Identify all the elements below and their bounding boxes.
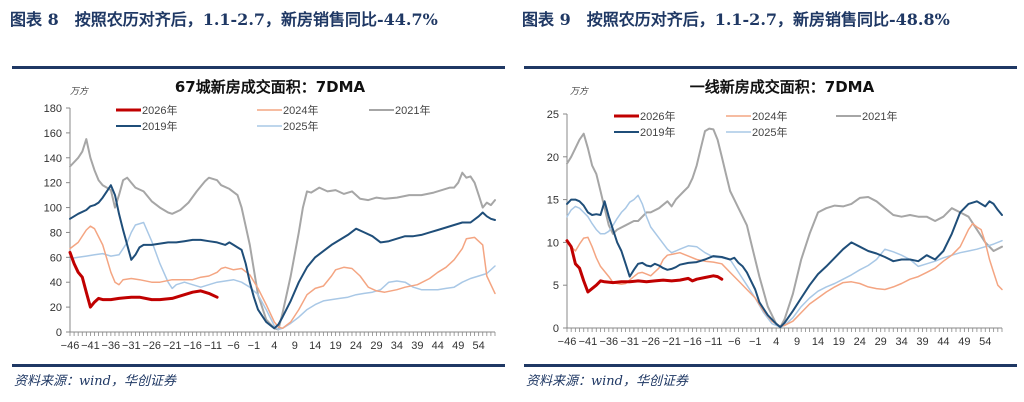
title-divider [12, 66, 505, 69]
line-chart-67-cities: 67城新房成交面积：7DMA 万方 0 20 40 60 80 100 120 140 160 1… [44, 78, 496, 350]
y-tick-label: 10 [547, 237, 559, 249]
x-tick-label: −41 [81, 340, 100, 350]
chart-title: 67城新房成交面积：7DMA [175, 78, 366, 96]
x-tick-label: −11 [704, 336, 722, 348]
source-note: 资料来源：wind，华创证券 [526, 374, 688, 389]
series-line-2019 [566, 198, 1003, 329]
source-note: 资料来源：wind，华创证券 [14, 374, 176, 389]
y-axis-unit: 万方 [570, 86, 589, 97]
x-tick-label: −41 [579, 336, 598, 348]
x-tick-label: 39 [916, 336, 928, 348]
x-tick-label: 44 [937, 336, 949, 348]
chart-title: 一线新房成交面积：7DMA [690, 78, 875, 96]
x-tick-label: −1 [749, 336, 762, 348]
y-tick-label: 0 [553, 323, 559, 335]
y-tick-label: 0 [56, 327, 62, 339]
series-line-2024 [566, 222, 1003, 328]
x-tick-label: −6 [227, 340, 240, 350]
figure-panel-8: 图表 8 按照农历对齐后，1.1-2.7，新房销售同比-44.7% 67城新房成… [10, 0, 510, 402]
x-tick-label: 4 [773, 336, 779, 348]
x-tick-label: 34 [391, 340, 403, 350]
x-tick-label: −16 [183, 340, 202, 350]
x-tick-label: 34 [895, 336, 907, 348]
y-tick-label: 20 [547, 152, 559, 164]
y-axis-unit: 万方 [70, 86, 89, 97]
figure-title: 图表 9 按照农历对齐后，1.1-2.7，新房销售同比-48.8% [522, 10, 950, 29]
x-tick-label: 19 [330, 340, 342, 350]
y-tick-label: 140 [44, 153, 62, 165]
y-tick-label: 25 [547, 109, 559, 121]
x-tick-label: 49 [452, 340, 464, 350]
y-tick-label: 120 [44, 178, 62, 190]
legend-label-2026: 2026年 [142, 103, 177, 117]
legend-label-2025: 2025年 [283, 119, 318, 133]
x-tick-label: −26 [142, 340, 161, 350]
x-tick-label: −46 [558, 336, 577, 348]
y-tick-label: 60 [50, 252, 62, 264]
y-tick-label: 20 [50, 302, 62, 314]
legend-label-2024: 2024年 [752, 109, 787, 123]
x-tick-label: 29 [875, 336, 887, 348]
series-line-2024 [69, 225, 496, 330]
x-tick-label: −16 [683, 336, 702, 348]
x-tick-label: −6 [728, 336, 741, 348]
legend-label-2021: 2021年 [862, 109, 897, 123]
y-tick-label: 40 [50, 277, 62, 289]
x-tick-label: 29 [370, 340, 382, 350]
legend-label-2026: 2026年 [640, 109, 675, 123]
series-line-2021 [69, 138, 496, 331]
x-tick-label: 49 [958, 336, 970, 348]
x-tick-label: −46 [61, 340, 80, 350]
x-tick-label: 4 [271, 340, 277, 350]
x-tick-label: 14 [812, 336, 824, 348]
x-tick-label: 24 [854, 336, 866, 348]
source-divider [12, 364, 505, 367]
x-tick-label: −1 [248, 340, 261, 350]
x-tick-label: −31 [122, 340, 141, 350]
x-tick-label: −21 [163, 340, 182, 350]
x-tick-label: −11 [204, 340, 222, 350]
series-group [68, 138, 496, 331]
x-tick-label: 19 [833, 336, 845, 348]
x-tick-label: −21 [662, 336, 681, 348]
series-group [565, 127, 1003, 329]
y-tick-label: 100 [44, 203, 62, 215]
x-tick-label: 44 [432, 340, 444, 350]
x-tick-label: 24 [350, 340, 362, 350]
legend: 2026年 2024年 2021年 2019年 2025年 [116, 103, 430, 133]
figure-panel-9: 图表 9 按照农历对齐后，1.1-2.7，新房销售同比-48.8% 一线新房成交… [522, 0, 1022, 402]
y-tick-label: 15 [547, 195, 559, 207]
y-tick-label: 80 [50, 227, 62, 239]
legend-label-2021: 2021年 [395, 103, 430, 117]
legend-label-2025: 2025年 [752, 125, 787, 139]
x-tick-label: 54 [979, 336, 991, 348]
legend: 2026年 2024年 2021年 2019年 2025年 [614, 109, 897, 139]
x-tick-label: 14 [309, 340, 321, 350]
legend-label-2019: 2019年 [142, 119, 177, 133]
x-tick-label: 9 [794, 336, 800, 348]
series-line-2026 [565, 239, 724, 294]
series-line-2025 [566, 194, 1003, 328]
source-divider [524, 364, 1017, 367]
figure-title: 图表 8 按照农历对齐后，1.1-2.7，新房销售同比-44.7% [10, 10, 438, 29]
series-line-2026 [68, 250, 219, 309]
x-tick-label: 9 [292, 340, 298, 350]
title-divider [524, 66, 1017, 69]
x-tick-label: −31 [620, 336, 639, 348]
legend-label-2024: 2024年 [283, 103, 318, 117]
y-tick-label: 180 [44, 103, 62, 115]
x-tick-label: 54 [473, 340, 485, 350]
series-line-2021 [566, 127, 1003, 329]
series-line-2019 [69, 184, 496, 330]
x-tick-label: 39 [411, 340, 423, 350]
x-tick-label: −36 [599, 336, 618, 348]
x-tick-label: −26 [641, 336, 660, 348]
y-tick-label: 5 [553, 280, 559, 292]
legend-label-2019: 2019年 [640, 125, 675, 139]
y-tick-label: 160 [44, 128, 62, 140]
x-tick-label: −36 [102, 340, 121, 350]
